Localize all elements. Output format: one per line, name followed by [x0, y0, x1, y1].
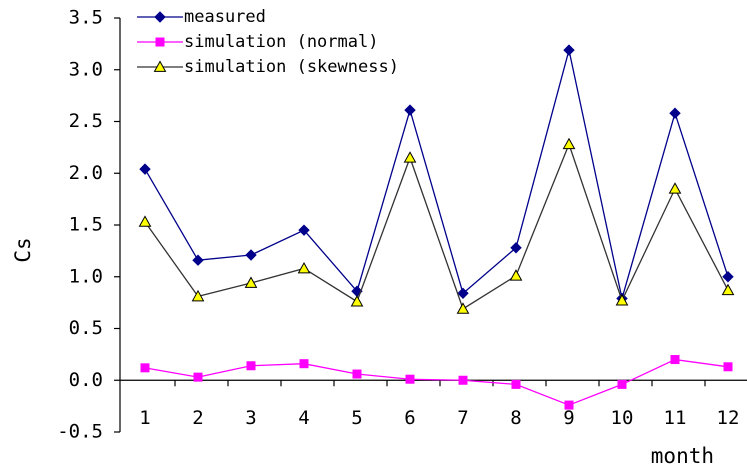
data-point-simulation-normal: [405, 374, 415, 384]
legend-item-simulation-skewness: simulation (skewness): [137, 57, 399, 77]
x-tick-label: 4: [298, 407, 309, 429]
y-tick-label: 1.5: [69, 214, 103, 236]
x-tick-label: 11: [664, 407, 687, 429]
legend-item-measured: measured: [137, 7, 266, 27]
y-tick-label: -0.5: [57, 421, 103, 443]
data-point-simulation-skewness: [562, 137, 576, 150]
y-tick-label: 0.5: [69, 317, 103, 339]
data-point-simulation-normal: [617, 379, 627, 389]
data-point-simulation-normal: [511, 379, 521, 389]
x-axis-label: month: [651, 444, 714, 468]
y-tick-label: 0.0: [69, 369, 103, 391]
legend-label-measured: measured: [184, 7, 266, 27]
x-tick-label: 1: [139, 407, 150, 429]
x-tick-label: 8: [510, 407, 521, 429]
series-line-simulation-normal: [144, 358, 729, 406]
data-point-simulation-normal: [670, 355, 680, 365]
series-simulation-normal: [140, 355, 733, 410]
data-point-measured: [404, 104, 416, 116]
data-point-measured: [139, 163, 151, 175]
x-tick-label: 9: [563, 407, 574, 429]
data-point-simulation-normal: [140, 363, 150, 373]
x-tick-label: 12: [717, 407, 740, 429]
data-point-measured: [510, 242, 522, 254]
data-point-simulation-normal: [193, 372, 203, 382]
x-tick-label: 5: [351, 407, 362, 429]
x-axis: 1 2 3 4 5 6 7 8 9 10 11 12: [120, 379, 747, 429]
legend-label-simulation-skewness: simulation (skewness): [184, 57, 399, 77]
x-tick-label: 6: [404, 407, 415, 429]
series-line-measured: [144, 49, 729, 299]
data-point-simulation-normal: [246, 361, 256, 371]
data-point-simulation-skewness: [509, 269, 523, 281]
series-layer: [138, 44, 735, 410]
y-tick-label: 3.0: [69, 58, 103, 80]
y-tick-label: 1.0: [69, 265, 103, 287]
data-point-measured: [563, 44, 575, 56]
legend-label-simulation-normal: simulation (normal): [184, 32, 378, 52]
y-axis-label: Cs: [11, 237, 35, 262]
data-point-simulation-normal: [564, 400, 574, 410]
data-point-simulation-normal: [458, 375, 468, 385]
legend-item-simulation-normal: simulation (normal): [137, 32, 378, 52]
legend-marker-simulation-skewness: [153, 60, 167, 72]
data-point-measured: [298, 224, 310, 236]
x-tick-label: 3: [245, 407, 256, 429]
x-tick-label: 10: [611, 407, 634, 429]
data-point-simulation-skewness: [297, 261, 311, 274]
data-point-simulation-normal: [723, 362, 733, 372]
data-point-simulation-skewness: [615, 294, 629, 306]
data-point-simulation-skewness: [191, 289, 205, 302]
series-line-simulation-skewness: [144, 142, 729, 310]
data-point-simulation-skewness: [456, 302, 470, 314]
data-point-simulation-skewness: [138, 215, 152, 227]
x-tick-label: 2: [192, 407, 203, 429]
data-point-simulation-skewness: [668, 182, 682, 194]
legend: measured simulation (normal) simulation (s…: [137, 7, 399, 77]
y-tick-label: 3.5: [69, 7, 103, 29]
series-measured: [139, 44, 734, 305]
y-axis: -0.5 0.0 0.5 1.0 1.5 2.0 2.5 3.0 3.5: [57, 7, 121, 443]
legend-marker-simulation-normal: [155, 37, 165, 47]
data-point-measured: [457, 287, 469, 300]
x-tick-label: 7: [457, 407, 468, 429]
data-point-simulation-skewness: [721, 283, 735, 296]
y-tick-label: 2.5: [69, 110, 103, 132]
data-point-simulation-normal: [352, 369, 362, 379]
series-simulation-skewness: [138, 137, 735, 314]
data-point-measured: [669, 107, 681, 119]
data-point-measured: [192, 254, 204, 266]
data-point-measured: [245, 249, 257, 261]
legend-marker-measured: [154, 11, 166, 23]
data-point-simulation-skewness: [244, 276, 258, 288]
data-point-measured: [722, 271, 734, 283]
data-point-simulation-skewness: [350, 295, 364, 307]
data-point-simulation-normal: [299, 359, 309, 369]
y-tick-label: 2.0: [69, 162, 103, 184]
data-point-simulation-skewness: [403, 151, 417, 163]
